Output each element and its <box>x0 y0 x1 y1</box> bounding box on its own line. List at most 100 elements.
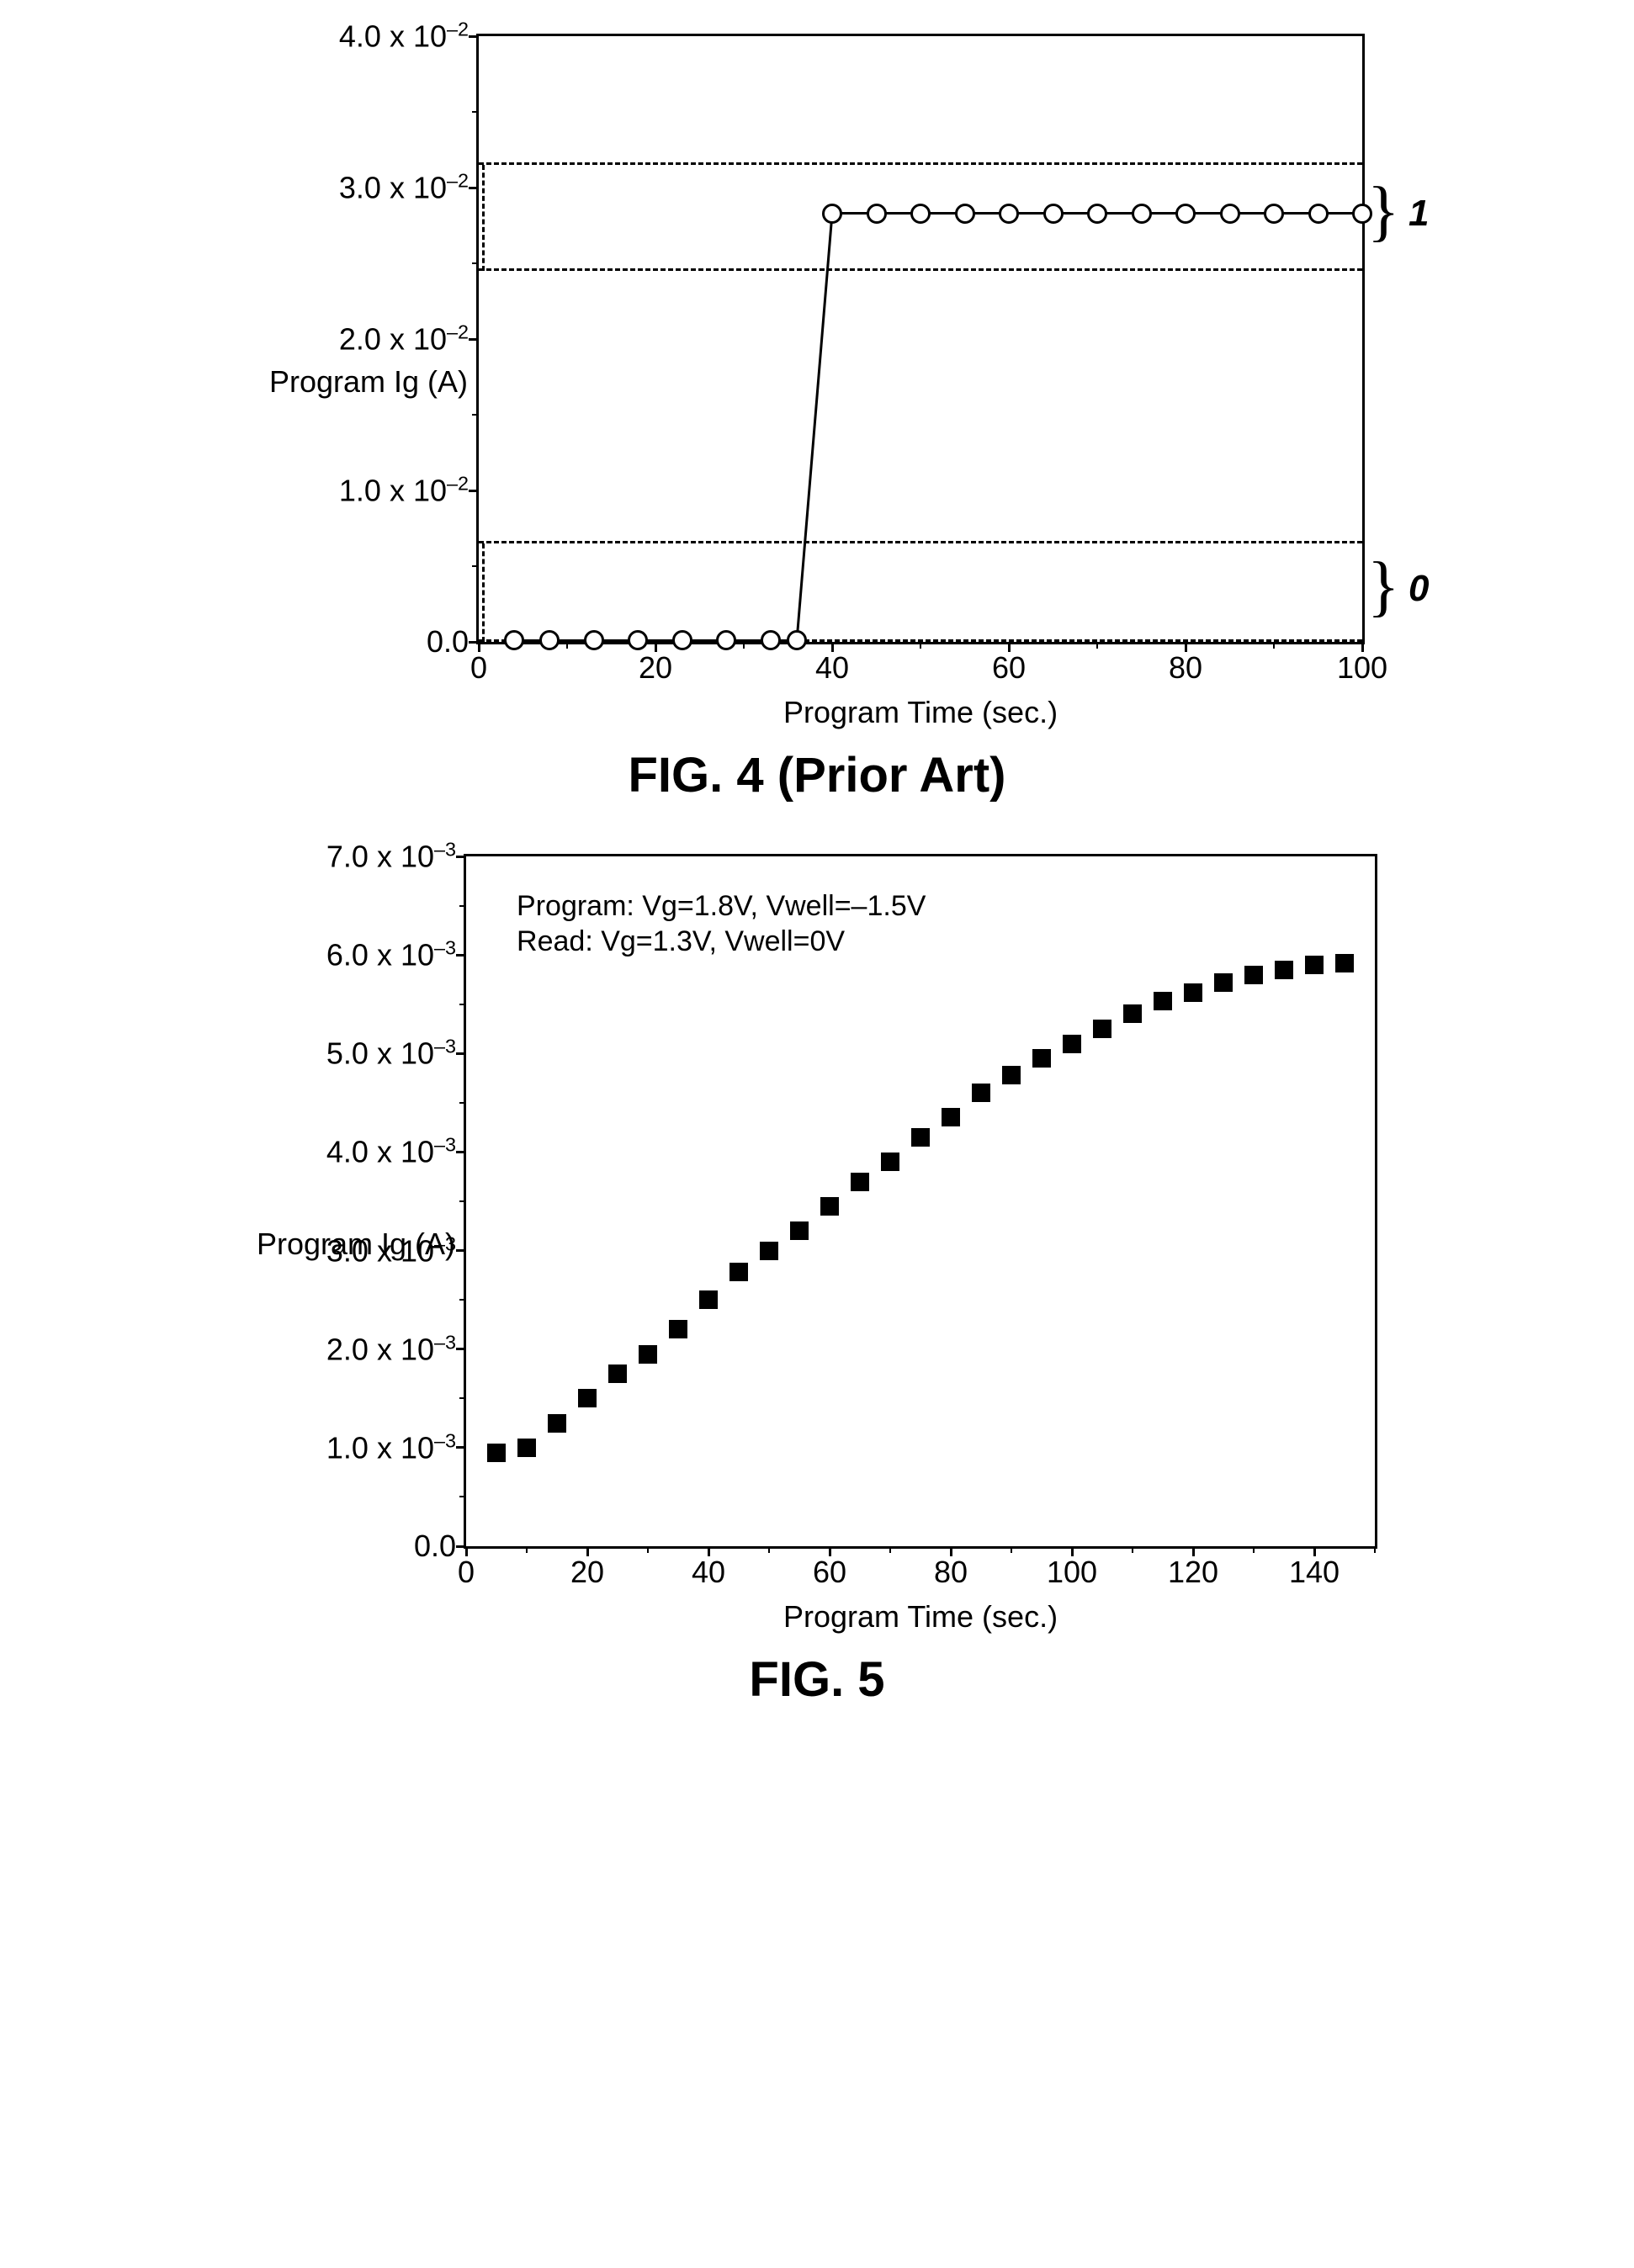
xtick-minor <box>1253 1546 1255 1553</box>
fig5-chart-row: Program Ig (A) 0.01.0 x 10–32.0 x 10–33.… <box>144 854 1490 1635</box>
annotation-read: Read: Vg=1.3V, Vwell=0V <box>517 925 845 958</box>
data-point <box>972 1084 990 1102</box>
data-point <box>1352 204 1372 224</box>
data-point <box>1305 956 1324 974</box>
xtick-minor <box>889 1546 891 1553</box>
data-point <box>761 630 781 650</box>
data-point <box>1093 1020 1111 1038</box>
ytick-minor <box>459 1102 466 1104</box>
xtick-minor <box>647 1546 649 1553</box>
figure-4: Program Ig (A) 0.01.0 x 10–22.0 x 10–23.… <box>144 34 1490 803</box>
data-point <box>910 204 931 224</box>
data-point <box>669 1320 687 1338</box>
ytick-label: 1.0 x 10–2 <box>339 473 479 509</box>
data-point <box>955 204 975 224</box>
ytick-label: 4.0 x 10–2 <box>339 19 479 55</box>
fig4-ylabel: Program Ig (A) <box>269 364 468 400</box>
xtick-label: 60 <box>992 642 1026 686</box>
data-point <box>1264 204 1284 224</box>
dashed-line <box>479 268 1362 271</box>
ytick-label: 6.0 x 10–3 <box>326 937 466 973</box>
data-point <box>760 1242 778 1260</box>
ytick-label: 3.0 x 10–2 <box>339 170 479 206</box>
data-point <box>1214 973 1233 992</box>
xtick-minor <box>1011 1546 1012 1553</box>
dashed-line <box>482 543 485 642</box>
xtick-label: 100 <box>1047 1546 1097 1590</box>
data-point <box>1335 954 1354 972</box>
ytick-minor <box>459 1496 466 1497</box>
xtick-label: 140 <box>1289 1546 1340 1590</box>
ytick-minor <box>459 1397 466 1399</box>
xtick-minor <box>1273 642 1275 649</box>
data-point <box>608 1365 627 1383</box>
data-point <box>699 1290 718 1309</box>
fig5-plot-area: 0.01.0 x 10–32.0 x 10–33.0 x 10–34.0 x 1… <box>464 854 1377 1549</box>
xtick-minor <box>566 642 568 649</box>
data-point <box>584 630 604 650</box>
ytick-minor <box>459 1299 466 1301</box>
data-point <box>487 1444 506 1462</box>
data-point <box>1132 204 1152 224</box>
ytick-minor <box>472 565 479 567</box>
data-point <box>1123 1004 1142 1023</box>
dashed-line <box>479 162 1362 165</box>
ytick-label: 2.0 x 10–2 <box>339 321 479 358</box>
data-point <box>1175 204 1196 224</box>
data-point <box>539 630 560 650</box>
data-point <box>1002 1066 1021 1084</box>
data-point <box>1244 966 1263 984</box>
fig5-caption: FIG. 5 <box>144 1651 1490 1708</box>
ytick-label: 5.0 x 10–3 <box>326 1036 466 1072</box>
fig5-plot-wrap: 0.01.0 x 10–32.0 x 10–33.0 x 10–34.0 x 1… <box>464 854 1377 1635</box>
data-point <box>1220 204 1240 224</box>
band-label: 1 <box>1409 193 1429 235</box>
data-point <box>716 630 736 650</box>
data-point <box>787 630 807 650</box>
ytick-label: 7.0 x 10–3 <box>326 839 466 875</box>
data-point <box>578 1389 597 1407</box>
data-point <box>1032 1049 1051 1068</box>
xtick-label: 0 <box>458 1546 475 1590</box>
data-point <box>1154 992 1172 1010</box>
data-point <box>639 1345 657 1364</box>
ytick-label: 4.0 x 10–3 <box>326 1134 466 1170</box>
data-point <box>867 204 887 224</box>
xtick-label: 40 <box>692 1546 725 1590</box>
data-point <box>911 1128 930 1147</box>
annotation-program: Program: Vg=1.8V, Vwell=–1.5V <box>517 890 926 923</box>
data-point <box>1063 1035 1081 1053</box>
xtick-minor <box>1374 1546 1376 1553</box>
data-point <box>881 1153 899 1171</box>
dashed-line <box>482 165 485 271</box>
ytick-label: 1.0 x 10–3 <box>326 1429 466 1465</box>
data-point <box>729 1263 748 1281</box>
xtick-label: 120 <box>1168 1546 1218 1590</box>
fig4-caption: FIG. 4 (Prior Art) <box>144 747 1490 803</box>
xtick-minor <box>1096 642 1098 649</box>
data-point <box>517 1439 536 1457</box>
ytick-minor <box>472 262 479 264</box>
xtick-label: 100 <box>1337 642 1387 686</box>
ytick-minor <box>459 905 466 907</box>
ytick-label: 3.0 x 10–3 <box>326 1232 466 1269</box>
xtick-label: 80 <box>934 1546 968 1590</box>
fig4-xlabel: Program Time (sec.) <box>476 695 1365 730</box>
xtick-label: 0 <box>470 642 487 686</box>
xtick-minor <box>1132 1546 1133 1553</box>
data-point <box>1308 204 1329 224</box>
data-point <box>672 630 692 650</box>
data-point <box>1275 961 1293 979</box>
fig4-plot-area: 0.01.0 x 10–22.0 x 10–23.0 x 10–24.0 x 1… <box>476 34 1365 644</box>
xtick-label: 20 <box>570 1546 604 1590</box>
data-point <box>628 630 648 650</box>
fig5-xlabel: Program Time (sec.) <box>464 1599 1377 1635</box>
line-segment <box>796 213 834 640</box>
xtick-minor <box>743 642 745 649</box>
xtick-label: 80 <box>1169 642 1202 686</box>
ytick-minor <box>472 414 479 416</box>
fig4-chart-row: Program Ig (A) 0.01.0 x 10–22.0 x 10–23.… <box>144 34 1490 730</box>
figure-5: Program Ig (A) 0.01.0 x 10–32.0 x 10–33.… <box>144 854 1490 1708</box>
fig4-plot-wrap: 0.01.0 x 10–22.0 x 10–23.0 x 10–24.0 x 1… <box>476 34 1365 730</box>
ytick-minor <box>459 1004 466 1005</box>
